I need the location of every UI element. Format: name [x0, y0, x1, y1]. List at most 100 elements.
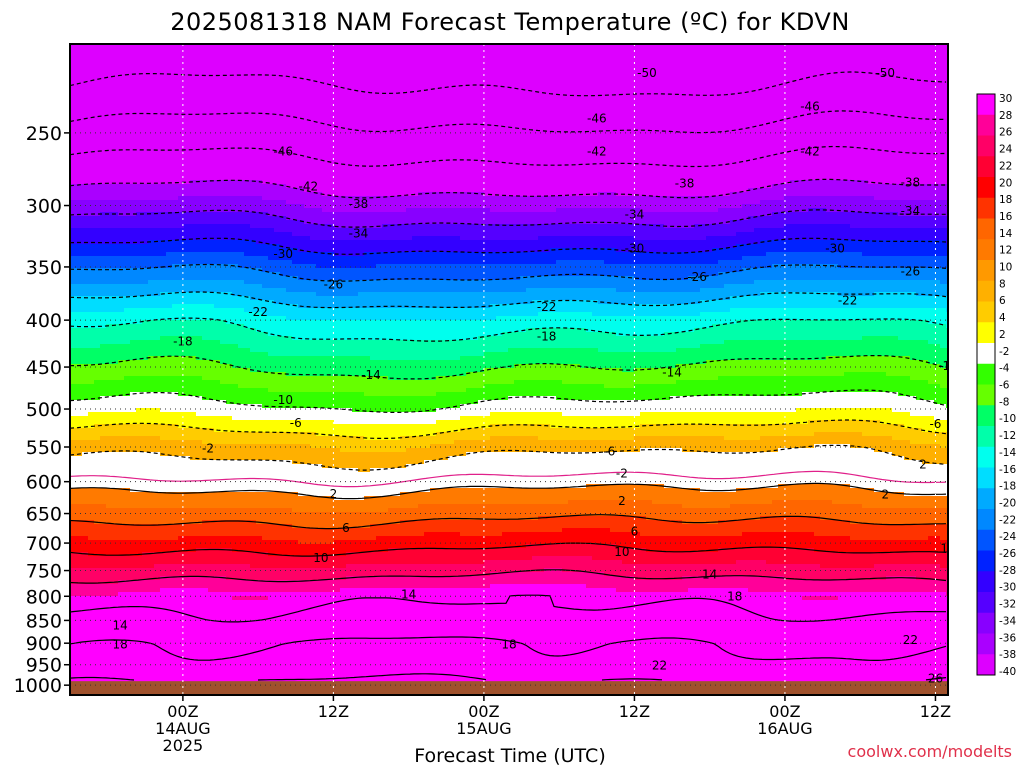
ytick-label-850: 850 — [26, 610, 62, 632]
xtick-label: 2025 — [163, 736, 204, 755]
contour-label: -50 — [875, 66, 895, 80]
colorbar-label: 18 — [999, 194, 1012, 206]
contour-label: -34 — [625, 208, 645, 222]
colorbar-swatch — [977, 405, 995, 426]
contour-label: 14 — [702, 567, 717, 581]
contour-label: -26 — [901, 264, 921, 278]
colorbar-label: 6 — [999, 295, 1006, 307]
contour-label: -50 — [637, 66, 657, 80]
xtick-label: 12Z — [619, 702, 650, 721]
colorbar-label: -22 — [999, 514, 1016, 526]
colorbar-swatch — [977, 364, 995, 385]
colorbar-swatch — [977, 468, 995, 489]
y-axis-pressure: 2503003504004505005506006507007508008509… — [14, 123, 70, 697]
contour-label: -46 — [800, 100, 820, 114]
colorbar-label: -40 — [999, 666, 1016, 678]
colorbar-label: -16 — [999, 464, 1016, 476]
ytick-label-500: 500 — [26, 399, 62, 421]
colorbar-swatch — [977, 447, 995, 468]
contour-label: -38 — [349, 197, 369, 211]
colorbar-swatch — [977, 551, 995, 572]
ytick-label-750: 750 — [26, 561, 62, 583]
colorbar-swatch — [977, 343, 995, 364]
x-axis-label: Forecast Time (UTC) — [414, 745, 605, 767]
xtick-label: 15AUG — [456, 719, 511, 738]
temperature-fill — [70, 44, 953, 697]
contour-label: 14 — [113, 619, 128, 633]
colorbar-swatch — [977, 322, 995, 343]
colorbar-label: -2 — [999, 346, 1009, 358]
colorbar-swatch — [977, 509, 995, 530]
contour-label: 22 — [652, 659, 667, 673]
contour-label: -22 — [248, 305, 268, 319]
colorbar-swatch — [977, 177, 995, 198]
contour-label: -42 — [299, 179, 319, 193]
contour-label: 14 — [401, 587, 416, 601]
colorbar-label: -14 — [999, 447, 1016, 459]
contour-label: 18 — [113, 638, 128, 652]
colorbar-legend: 30282624222018161412108642-2-4-6-8-10-12… — [977, 93, 1016, 678]
chart-title: 2025081318 NAM Forecast Temperature (ºC)… — [170, 8, 850, 36]
contour-label: 6 — [342, 521, 350, 535]
contour-label: -14 — [361, 368, 381, 382]
ytick-label-700: 700 — [26, 533, 62, 555]
colorbar-label: -26 — [999, 548, 1016, 560]
colorbar-label: -10 — [999, 413, 1016, 425]
colorbar-label: -30 — [999, 582, 1016, 594]
ytick-label-600: 600 — [26, 472, 62, 494]
colorbar-swatch — [977, 634, 995, 655]
colorbar-label: -12 — [999, 430, 1016, 442]
ytick-label-250: 250 — [26, 123, 62, 145]
contour-label: -18 — [173, 334, 193, 348]
contour-label: -18 — [537, 330, 557, 344]
colorbar-label: 30 — [999, 93, 1012, 105]
xtick-label: 12Z — [318, 702, 349, 721]
colorbar-label: 2 — [999, 329, 1006, 341]
contour-label: -42 — [587, 145, 607, 159]
contour-label: 6 — [969, 515, 977, 529]
colorbar-label: -6 — [999, 380, 1010, 392]
contour-label: -42 — [800, 145, 820, 159]
contour-label: 26 — [928, 671, 943, 685]
contour-label: -26 — [324, 278, 344, 292]
contour-label: -10 — [273, 393, 293, 407]
ytick-label-300: 300 — [26, 196, 62, 218]
colorbar-label: 20 — [999, 177, 1012, 189]
contour-label: 10 — [614, 545, 629, 559]
colorbar-label: 14 — [999, 228, 1013, 240]
contour-label: 2 — [330, 487, 338, 501]
contour-label: 6 — [631, 525, 639, 539]
contour-label: -2 — [616, 467, 628, 481]
contour-label: 22 — [903, 633, 918, 647]
colorbar-swatch — [977, 156, 995, 177]
colorbar-label: -18 — [999, 481, 1016, 493]
credit-link[interactable]: coolwx.com/modelts — [848, 742, 1012, 761]
colorbar-swatch — [977, 281, 995, 302]
ground-band — [70, 681, 948, 695]
colorbar-label: -4 — [999, 363, 1010, 375]
colorbar-swatch — [977, 488, 995, 509]
colorbar-swatch — [977, 613, 995, 634]
colorbar-label: 28 — [999, 110, 1012, 122]
ytick-label-350: 350 — [26, 257, 62, 279]
contour-label: -38 — [675, 177, 695, 191]
contour-label: -14 — [662, 365, 682, 379]
colorbar-label: 24 — [999, 144, 1013, 156]
contour-label: -26 — [687, 270, 707, 284]
ytick-label-400: 400 — [26, 310, 62, 332]
colorbar-label: -28 — [999, 565, 1016, 577]
contour-label: -30 — [825, 241, 845, 255]
colorbar-swatch — [977, 219, 995, 240]
contour-label: -22 — [838, 294, 858, 308]
colorbar-label: 22 — [999, 160, 1012, 172]
ytick-label-450: 450 — [26, 357, 62, 379]
contour-label: -34 — [901, 204, 921, 218]
contour-label: -34 — [349, 227, 369, 241]
ytick-label-550: 550 — [26, 437, 62, 459]
colorbar-label: -24 — [999, 531, 1016, 543]
contour-label: -30 — [625, 241, 645, 255]
colorbar-swatch — [977, 571, 995, 592]
xtick-label: 16AUG — [757, 719, 812, 738]
contour-label: -30 — [273, 247, 293, 261]
